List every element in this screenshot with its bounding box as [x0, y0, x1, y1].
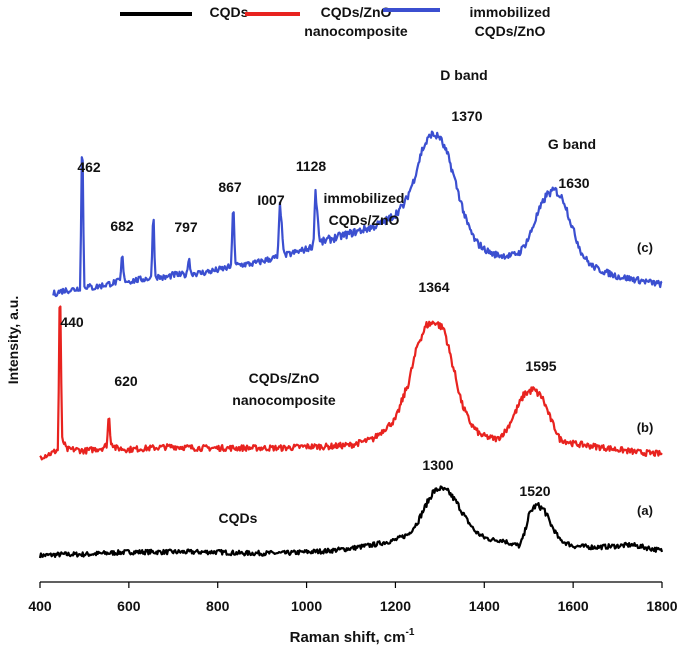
peak-label: 1364 [418, 279, 449, 295]
x-axis: 400 600 800 1000 1200 1400 1600 1800 [28, 581, 678, 614]
series-inline-label: immobilized [324, 190, 405, 206]
legend-label: nanocomposite [304, 23, 408, 39]
x-axis-label-superscript: -1 [405, 627, 414, 638]
series-tag: (b) [637, 420, 654, 435]
peak-label: 1630 [558, 175, 589, 191]
x-tick-label: 1000 [291, 598, 322, 614]
peak-label: 1370 [451, 108, 482, 124]
legend: CQDs CQDs/ZnO nanocomposite immobilized CQDs… [120, 4, 550, 39]
series-c [52, 130, 663, 298]
legend-item: CQDs/ZnO nanocomposite [245, 4, 408, 39]
series-tag: (a) [637, 503, 653, 518]
legend-label: CQDs/ZnO [475, 23, 546, 39]
series-inline-label: CQDs/ZnO [249, 370, 320, 386]
series-tag: (c) [637, 240, 653, 255]
peak-label: 1520 [519, 483, 550, 499]
series-inline-label: CQDs [219, 510, 258, 526]
peak-label: 440 [60, 314, 84, 330]
series-line [52, 130, 663, 298]
peak-label: I007 [257, 192, 284, 208]
series-inline-label: CQDs/ZnO [329, 212, 400, 228]
x-tick-label: 1400 [469, 598, 500, 614]
series-line [39, 305, 663, 461]
x-tick-label: 800 [206, 598, 230, 614]
peak-label: 1300 [422, 457, 453, 473]
peak-label: 682 [110, 218, 134, 234]
band-annotation: G band [548, 136, 596, 152]
x-axis-label: Raman shift, cm-1 [290, 627, 415, 646]
x-tick-label: 1800 [646, 598, 677, 614]
peak-label: 620 [114, 373, 138, 389]
series-line [38, 485, 664, 559]
x-tick-label: 1600 [558, 598, 589, 614]
legend-label: CQDs [210, 4, 249, 20]
x-axis-label-text: Raman shift, cm [290, 629, 406, 646]
legend-label: CQDs/ZnO [321, 4, 392, 20]
series-b [39, 305, 663, 461]
x-tick-label: 1200 [380, 598, 411, 614]
series-inline-label: nanocomposite [232, 392, 336, 408]
series-layer [38, 130, 664, 559]
series-a [38, 485, 664, 559]
peak-label: 797 [174, 219, 198, 235]
peak-label: 1128 [296, 158, 327, 174]
peak-label: 462 [77, 159, 101, 175]
peak-labels: (a) CQDs 1300 1520 (b) CQDs/ZnO nanocomposite 4… [60, 67, 653, 526]
y-axis-label: Intensity, a.u. [5, 296, 21, 384]
legend-item: CQDs [120, 4, 249, 20]
peak-label: 867 [218, 179, 242, 195]
x-tick-label: 400 [28, 598, 52, 614]
band-annotation: D band [440, 67, 487, 83]
legend-item: immobilized CQDs/ZnO [383, 4, 550, 39]
x-tick-label: 600 [117, 598, 141, 614]
peak-label: 1595 [525, 358, 556, 374]
legend-label: immobilized [470, 4, 551, 20]
